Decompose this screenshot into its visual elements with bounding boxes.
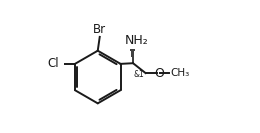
Text: O: O — [154, 67, 164, 80]
Text: &1: &1 — [134, 70, 145, 79]
Text: NH₂: NH₂ — [125, 34, 148, 47]
Text: Cl: Cl — [47, 57, 59, 70]
Text: Br: Br — [93, 23, 106, 36]
Text: CH₃: CH₃ — [170, 68, 190, 78]
